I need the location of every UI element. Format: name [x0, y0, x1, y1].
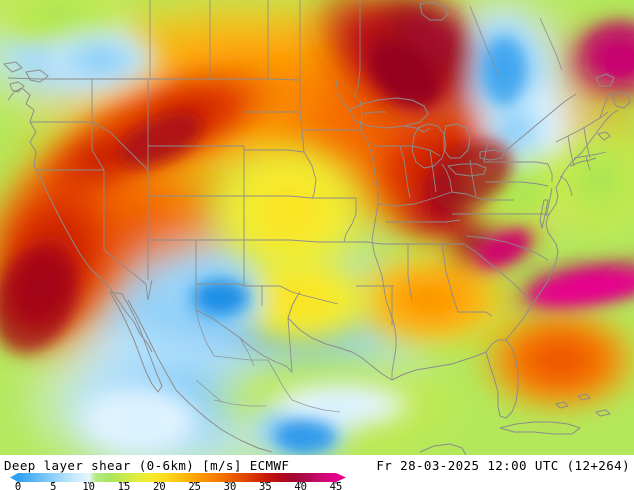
valid-time-stamp: Fr 28-03-2025 12:00 UTC (12+264): [376, 458, 630, 473]
svg-text:20: 20: [153, 481, 166, 490]
lake-erie: [447, 163, 487, 177]
colorbar-body: [18, 473, 336, 482]
southeast-atlantic-coast: [505, 187, 559, 341]
legend-footer: Deep layer shear (0-6km) [m/s] ECMWF Fr …: [0, 455, 634, 490]
lake-superior: [349, 97, 429, 129]
florida-peninsula: [485, 339, 519, 419]
field-layer-fine: [0, 22, 634, 453]
us-state-borders: [30, 79, 613, 380]
svg-text:25: 25: [188, 481, 201, 490]
product-title: Deep layer shear (0-6km) [m/s] ECMWF: [4, 458, 290, 473]
baja-california: [109, 291, 163, 393]
svg-text:0: 0: [15, 481, 21, 490]
colorbar[interactable]: 0 5 10 15 20 25 30 35 40 45: [0, 469, 360, 490]
lake-michigan: [411, 123, 447, 169]
svg-text:40: 40: [294, 481, 307, 490]
colorbar-svg: 0 5 10 15 20 25 30 35 40 45: [10, 473, 346, 490]
st-lawrence-river: [503, 93, 577, 153]
svg-text:5: 5: [50, 481, 56, 490]
cuba: [499, 421, 581, 435]
lake-ontario: [479, 149, 505, 161]
svg-text:30: 30: [224, 481, 237, 490]
rio-grande: [195, 309, 293, 374]
svg-text:45: 45: [330, 481, 343, 490]
pacific-coastline: [7, 87, 153, 353]
svg-text:10: 10: [82, 481, 95, 490]
texas-gulf-coast: [287, 317, 393, 381]
map-panel[interactable]: [0, 0, 634, 455]
svg-text:15: 15: [118, 481, 131, 490]
lake-huron: [443, 123, 471, 159]
colorbar-low-arrow: [10, 473, 18, 482]
mississippi-river: [359, 129, 397, 380]
colorbar-tick-labels: 0 5 10 15 20 25 30 35 40 45: [15, 481, 342, 490]
colorbar-high-arrow: [336, 473, 346, 482]
svg-text:35: 35: [259, 481, 272, 490]
shear-field-map: [0, 0, 634, 455]
mexico-state-borders: [195, 309, 341, 413]
canada-province-borders: [149, 0, 563, 99]
